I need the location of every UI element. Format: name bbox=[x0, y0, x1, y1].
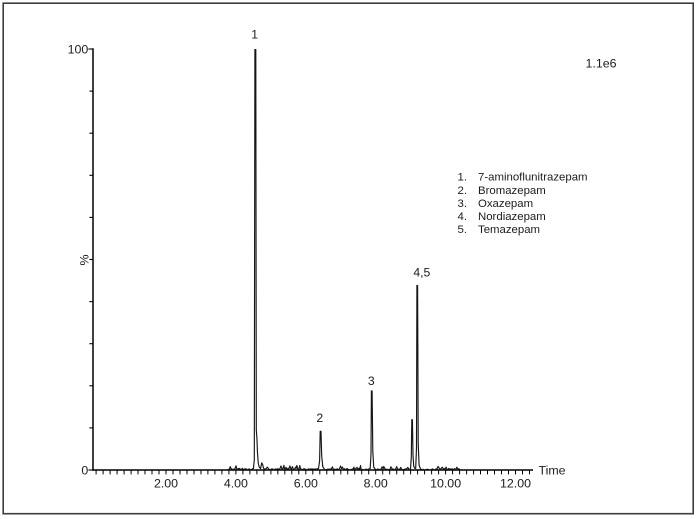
svg-text:Temazepam: Temazepam bbox=[478, 224, 540, 236]
svg-text:2: 2 bbox=[316, 411, 323, 425]
svg-text:2.00: 2.00 bbox=[154, 476, 178, 490]
svg-text:Time: Time bbox=[539, 464, 566, 478]
svg-text:10.00: 10.00 bbox=[430, 476, 461, 490]
svg-text:7-aminoflunitrazepam: 7-aminoflunitrazepam bbox=[478, 172, 588, 184]
svg-text:4.: 4. bbox=[458, 211, 468, 223]
svg-text:6.00: 6.00 bbox=[294, 476, 318, 490]
svg-text:Oxazepam: Oxazepam bbox=[478, 198, 533, 210]
svg-text:12.00: 12.00 bbox=[500, 476, 531, 490]
svg-text:5.: 5. bbox=[458, 224, 468, 236]
svg-text:8.00: 8.00 bbox=[364, 476, 388, 490]
svg-text:1.: 1. bbox=[458, 172, 468, 184]
svg-text:1: 1 bbox=[251, 28, 258, 42]
svg-text:4.00: 4.00 bbox=[224, 476, 248, 490]
svg-text:3: 3 bbox=[368, 374, 375, 388]
svg-text:Nordiazepam: Nordiazepam bbox=[478, 211, 546, 223]
svg-text:0: 0 bbox=[81, 463, 88, 477]
svg-text:100: 100 bbox=[68, 43, 89, 57]
svg-text:3.: 3. bbox=[458, 198, 468, 210]
svg-text:%: % bbox=[78, 254, 92, 265]
svg-text:1.1e6: 1.1e6 bbox=[586, 57, 617, 71]
svg-text:4,5: 4,5 bbox=[413, 266, 430, 280]
svg-text:2.: 2. bbox=[458, 185, 468, 197]
svg-text:Bromazepam: Bromazepam bbox=[478, 185, 546, 197]
